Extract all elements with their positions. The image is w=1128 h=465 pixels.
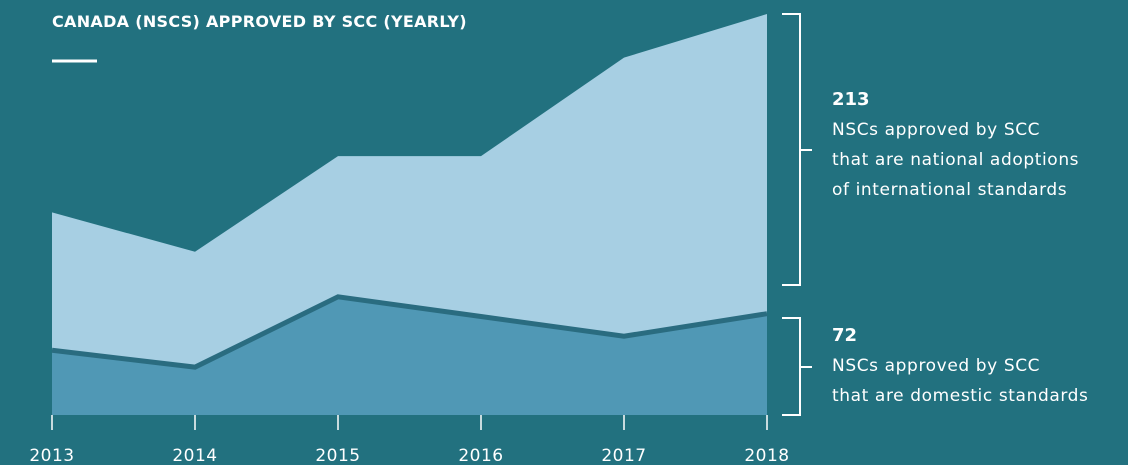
x-tick-label: 2013 [29, 446, 74, 465]
area [52, 296, 767, 415]
legend-text: that are national adoptions [832, 150, 1079, 170]
legend-value: 213 [832, 89, 870, 110]
x-tick-label: 2016 [458, 446, 503, 465]
x-tick-label: 2014 [172, 446, 217, 465]
x-tick-label: 2018 [744, 446, 789, 465]
separator [51, 294, 768, 370]
legend-text: that are domestic standards [832, 386, 1089, 406]
legend-text: of international standards [832, 180, 1067, 200]
legend-text: NSCs approved by SCC [832, 356, 1040, 376]
bracket [782, 317, 812, 416]
legend-value: 72 [832, 325, 857, 346]
bracket [782, 13, 812, 286]
legend-text: NSCs approved by SCC [832, 120, 1040, 140]
x-tick-label: 2015 [315, 446, 360, 465]
x-tick-label: 2017 [601, 446, 646, 465]
chart-title: CANADA (NSCS) APPROVED BY SCC (YEARLY) [52, 12, 467, 31]
area [52, 14, 767, 368]
